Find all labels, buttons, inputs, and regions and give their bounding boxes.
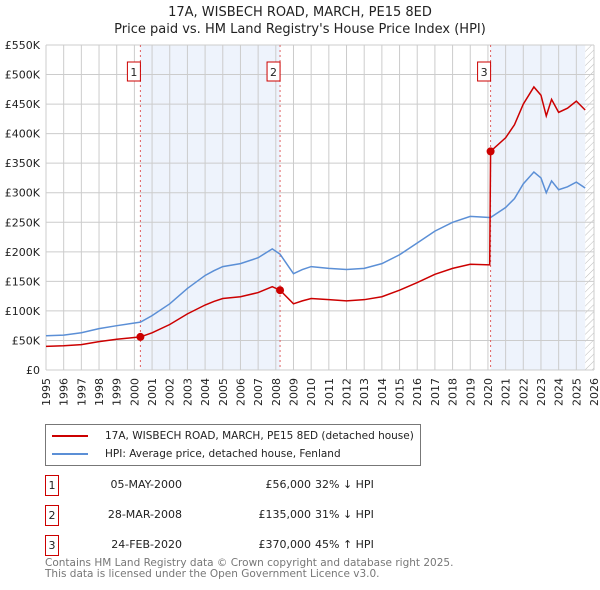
legend-swatch xyxy=(52,435,88,437)
x-tick-label: 2013 xyxy=(358,378,371,406)
hpi-line xyxy=(45,171,586,337)
footer-line: This data is licensed under the Open Gov… xyxy=(45,568,380,580)
sale-price: £56,000 xyxy=(265,478,312,491)
transaction-row: 2 28-MAR-2008 £135,000 31% ↓ HPI xyxy=(45,505,445,527)
legend-label: 17A, WISBECH ROAD, MARCH, PE15 8ED (deta… xyxy=(105,430,414,442)
sale-marker-box: 2 xyxy=(45,505,59,526)
sale-marker-label: 2 xyxy=(270,66,277,79)
y-tick-label: £0 xyxy=(26,364,40,377)
y-tick-label: £50K xyxy=(12,334,41,347)
x-tick-label: 2023 xyxy=(535,378,548,406)
x-tick-label: 1998 xyxy=(93,378,106,406)
sale-hpi-diff: 45% ↑ HPI xyxy=(315,538,374,551)
x-tick-label: 2015 xyxy=(394,378,407,406)
x-tick-label: 2021 xyxy=(500,378,513,406)
x-tick-label: 1995 xyxy=(40,378,53,406)
sale-marker-box xyxy=(477,61,492,82)
sale-hpi-diff: 31% ↓ HPI xyxy=(315,508,374,521)
x-tick-label: 2016 xyxy=(411,378,424,406)
plot-area: 1995 1996 1997 1998 1999 2000 2001 2002 2003 2004… xyxy=(5,39,600,406)
property-price-line xyxy=(45,85,586,348)
y-tick-label: £300K xyxy=(5,187,41,200)
x-tick-label: 2002 xyxy=(164,378,177,406)
sale-marker-box: 3 xyxy=(45,535,59,556)
sale-marker-label: 1 xyxy=(130,66,137,79)
x-tick-label: 2019 xyxy=(464,378,477,406)
x-tick-label: 2000 xyxy=(128,378,141,406)
x-tick-label: 2014 xyxy=(376,378,389,406)
sale-price: £370,000 xyxy=(258,538,312,551)
y-tick-label: £350K xyxy=(5,157,41,170)
x-tick-label: 2008 xyxy=(270,378,283,406)
sale-marker-box: 1 xyxy=(45,475,59,496)
x-tick-label: 2017 xyxy=(429,378,442,406)
legend: 17A, WISBECH ROAD, MARCH, PE15 8ED (deta… xyxy=(45,424,421,466)
forecast-hatch xyxy=(585,45,594,370)
x-tick-label: 2003 xyxy=(181,378,194,406)
x-tick-label: 2010 xyxy=(305,378,318,406)
sale-marker-box xyxy=(126,61,141,82)
y-tick-label: £550K xyxy=(5,39,41,52)
sale-point xyxy=(486,147,495,156)
x-tick-label: 2001 xyxy=(146,378,159,406)
y-tick-label: £150K xyxy=(5,275,41,288)
y-tick-label: £100K xyxy=(5,305,41,318)
sale-date: 28-MAR-2008 xyxy=(107,508,182,521)
transaction-row: 3 24-FEB-2020 £370,000 45% ↑ HPI xyxy=(45,535,445,557)
sale-date: 24-FEB-2020 xyxy=(111,538,182,551)
footer: Contains HM Land Registry data © Crown c… xyxy=(45,558,453,580)
shaded-period xyxy=(140,45,281,370)
x-tick-label: 1996 xyxy=(58,378,71,406)
sale-price: £135,000 xyxy=(258,508,312,521)
legend-item-hpi: HPI: Average price, detached house, Fenl… xyxy=(52,448,341,460)
legend-swatch xyxy=(52,453,88,455)
x-tick-label: 2005 xyxy=(217,378,230,406)
sale-date: 05-MAY-2000 xyxy=(110,478,182,491)
x-tick-label: 2011 xyxy=(323,378,336,406)
sale-hpi-diff: 32% ↓ HPI xyxy=(315,478,374,491)
sale-marker-box xyxy=(266,61,281,82)
legend-item-property: 17A, WISBECH ROAD, MARCH, PE15 8ED (deta… xyxy=(52,430,414,442)
x-tick-label: 2022 xyxy=(517,378,530,406)
x-tick-label: 2026 xyxy=(588,378,600,406)
y-tick-label: £200K xyxy=(5,246,41,259)
chart-title: 17A, WISBECH ROAD, MARCH, PE15 8ED xyxy=(168,5,432,20)
x-tick-label: 2006 xyxy=(234,378,247,406)
legend-label: HPI: Average price, detached house, Fenl… xyxy=(105,448,341,460)
x-tick-label: 2007 xyxy=(252,378,265,406)
x-tick-label: 2024 xyxy=(553,378,566,406)
x-tick-label: 2020 xyxy=(482,378,495,406)
y-tick-label: £400K xyxy=(5,128,41,141)
x-tick-label: 2009 xyxy=(287,378,300,406)
footer-line: Contains HM Land Registry data © Crown c… xyxy=(45,557,454,569)
sale-marker-label: 3 xyxy=(481,66,488,79)
y-tick-label: £500K xyxy=(5,69,41,82)
y-tick-label: £450K xyxy=(5,98,41,111)
transaction-row: 1 05-MAY-2000 £56,000 32% ↓ HPI xyxy=(45,475,445,497)
sale-point xyxy=(136,332,145,341)
sale-point xyxy=(276,286,285,295)
x-tick-label: 1997 xyxy=(75,378,88,406)
x-tick-label: 2004 xyxy=(199,378,212,406)
x-tick-label: 2025 xyxy=(570,378,583,406)
x-tick-label: 1999 xyxy=(111,378,124,406)
x-tick-label: 2012 xyxy=(341,378,354,406)
y-tick-label: £250K xyxy=(5,216,41,229)
x-tick-label: 2018 xyxy=(447,378,460,406)
chart-subtitle: Price paid vs. HM Land Registry's House … xyxy=(114,22,486,37)
